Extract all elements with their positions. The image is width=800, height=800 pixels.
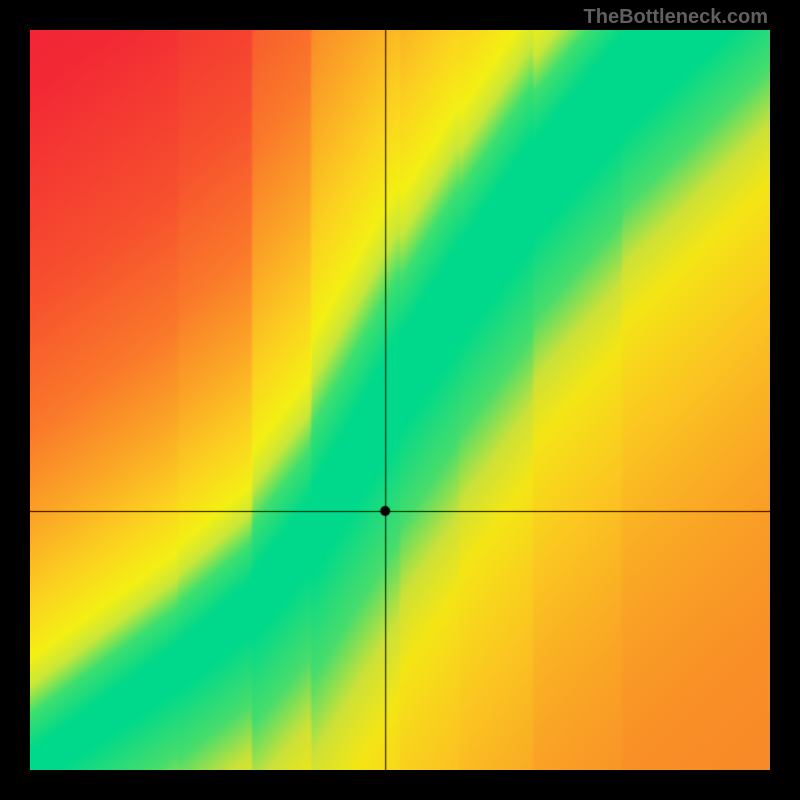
heatmap-canvas: [30, 30, 770, 770]
watermark-text: TheBottleneck.com: [584, 6, 768, 29]
heatmap-plot: [30, 30, 770, 770]
